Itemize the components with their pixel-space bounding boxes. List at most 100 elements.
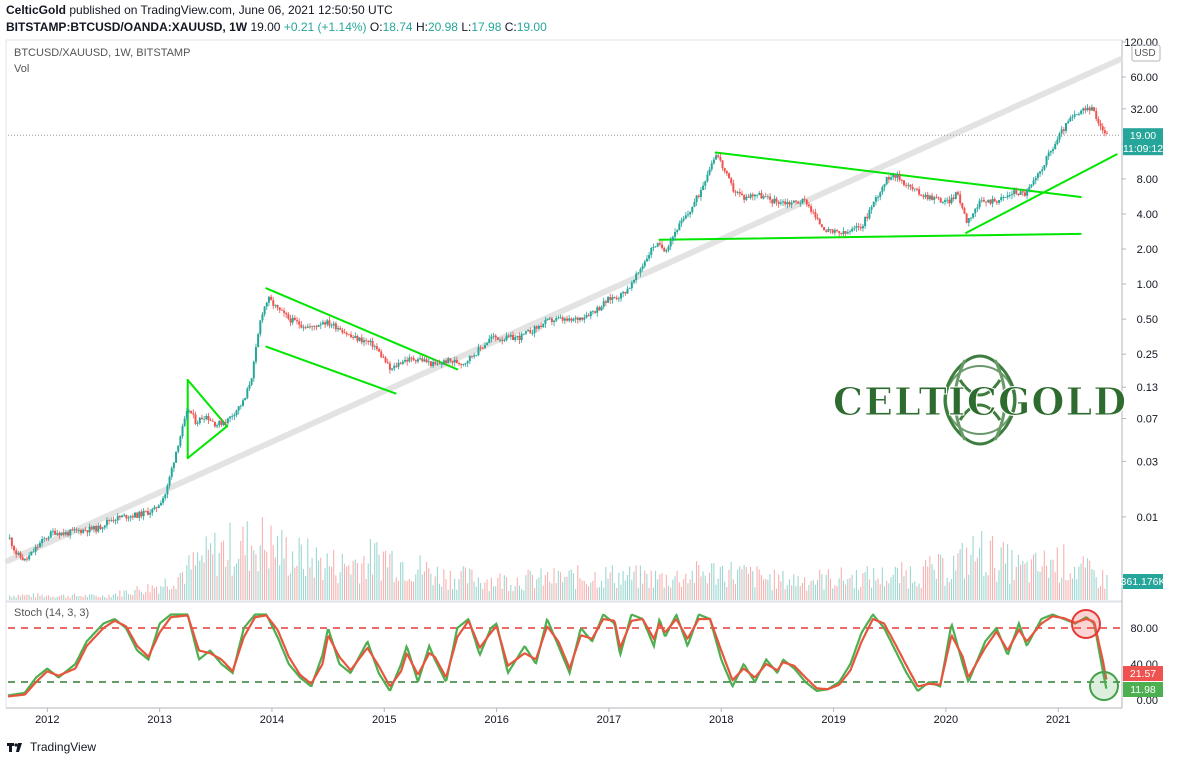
volume-bar [514, 586, 516, 600]
candle-body [436, 363, 439, 365]
candle-body [401, 361, 404, 364]
volume-bar [994, 567, 996, 600]
candle-body [205, 415, 208, 419]
candle-body [477, 347, 480, 356]
volume-bar [881, 567, 883, 600]
candle-body [704, 181, 707, 186]
trendline [265, 345, 397, 395]
volume-bar [430, 573, 432, 600]
volume-bar [210, 543, 212, 600]
candle-body [54, 530, 57, 535]
candle-body [1054, 144, 1057, 150]
candle-body [747, 196, 750, 198]
candle-body [1043, 165, 1046, 170]
volume-bar [266, 551, 268, 600]
candle-body [969, 217, 972, 219]
currency-label: USD [1134, 48, 1155, 59]
candle-body [196, 423, 199, 424]
volume-bar [1080, 563, 1082, 600]
candle-body [298, 321, 301, 325]
candle-body [490, 336, 493, 339]
volume-bar [527, 569, 529, 600]
candle-body [75, 529, 78, 531]
candle-body [602, 301, 605, 307]
volume-bar [741, 569, 743, 600]
volume-bar [823, 589, 825, 600]
candle-body [302, 327, 305, 329]
volume-bar [858, 589, 860, 600]
candle-body [1039, 171, 1042, 174]
volume-bar [1084, 567, 1086, 600]
candle-body [384, 357, 387, 363]
volume-bar [415, 574, 417, 600]
volume-bar [862, 573, 864, 600]
volume-bar [609, 572, 611, 600]
volume-bar [974, 561, 976, 600]
volume-bar [1082, 556, 1084, 600]
volume-bar [840, 567, 842, 600]
volume-bar [827, 569, 829, 600]
time-tick-label: 2013 [147, 714, 171, 726]
tradingview-footer[interactable]: TradingView [6, 740, 96, 754]
volume-bar [564, 576, 566, 600]
candle-body [801, 198, 804, 204]
volume-bar [58, 595, 60, 600]
volume-bar [946, 577, 948, 600]
volume-bar [279, 565, 281, 600]
high-label: H: [415, 20, 428, 34]
trendline [658, 232, 1082, 241]
candle-body [395, 365, 398, 367]
price-tick-label: 0.25 [1137, 349, 1158, 361]
candle-body [397, 362, 400, 367]
candle-body [820, 224, 823, 228]
volume-bar [976, 557, 978, 600]
volume-bar [966, 547, 968, 600]
volume-bar [853, 588, 855, 600]
publisher-name[interactable]: CelticGold [6, 3, 67, 17]
candle-body [90, 526, 93, 530]
volume-bar [123, 590, 125, 600]
candle-body [1013, 190, 1016, 195]
volume-bar [551, 583, 553, 600]
volume-bar [572, 573, 574, 600]
volume-bar [365, 578, 367, 600]
candle-body [136, 512, 139, 518]
price-tick-label: 2.00 [1137, 244, 1158, 256]
candle-body [782, 201, 785, 203]
volume-bar [114, 593, 117, 600]
trendline [265, 287, 459, 371]
volume-bar [119, 590, 121, 600]
stoch-legend: Stoch (14, 3, 3) [14, 607, 90, 619]
volume-bar [28, 595, 30, 600]
candle-body [134, 512, 137, 518]
volume-bar [337, 583, 339, 600]
candle-body [786, 202, 789, 205]
volume-bar [363, 556, 365, 600]
candle-body [931, 195, 934, 200]
volume-bar [76, 596, 78, 600]
volume-bar [1030, 559, 1032, 600]
volume-bar [395, 577, 397, 600]
candle-body [963, 208, 966, 214]
volume-bar [428, 568, 430, 600]
volume-bar [285, 537, 287, 600]
candle-body [250, 378, 253, 385]
candle-body [989, 199, 992, 204]
candle-body [667, 246, 670, 251]
candle-body [896, 174, 899, 178]
candle-body [451, 360, 454, 363]
candle-body [991, 198, 994, 204]
volume-bar [771, 590, 773, 600]
volume-bar [289, 573, 292, 600]
volume-bar [795, 585, 797, 600]
candle-body [118, 515, 121, 518]
volume-bar [505, 577, 508, 600]
volume-bar [596, 587, 598, 600]
candle-body [218, 420, 221, 426]
volume-bar [359, 583, 361, 600]
candle-body [507, 335, 510, 337]
volume-bar [661, 573, 663, 600]
volume-bar [685, 573, 687, 600]
